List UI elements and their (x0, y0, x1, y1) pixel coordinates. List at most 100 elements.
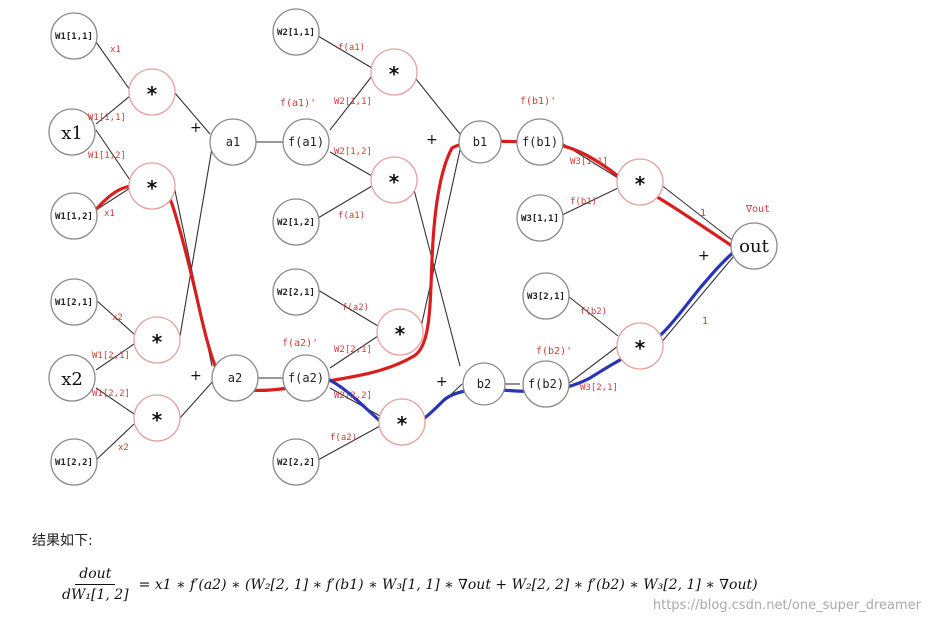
svg-text:*: * (635, 336, 646, 360)
svg-text:a1: a1 (226, 135, 240, 149)
formula-denominator: dW₁[1, 2] (62, 587, 129, 603)
svg-text:x2: x2 (118, 443, 129, 453)
svg-text:W2[1,2]: W2[1,2] (334, 147, 372, 157)
svg-text:f(a1): f(a1) (288, 135, 324, 149)
formula-numerator: dout (75, 566, 116, 585)
node-x2: x2 (48, 354, 96, 402)
node-w2-22: W2[2,2] (272, 438, 320, 486)
svg-text:W2[1,2]: W2[1,2] (277, 218, 315, 228)
node-w2-12: W2[1,2] (272, 198, 320, 246)
svg-text:W3[2,1]: W3[2,1] (527, 292, 565, 302)
graph-edges (95, 35, 735, 461)
svg-text:*: * (389, 170, 400, 194)
svg-text:b2: b2 (477, 377, 491, 391)
node-w1-21: W1[2,1] (50, 278, 98, 326)
svg-text:x2: x2 (61, 369, 83, 390)
svg-text:W2[2,2]: W2[2,2] (277, 458, 315, 468)
svg-text:+: + (698, 248, 710, 264)
red-annotations: x1 W1[1,1] W1[1,2] x1 x2 W1[2,1] W1[2,2]… (88, 43, 770, 453)
svg-text:f(a2): f(a2) (330, 433, 357, 443)
svg-text:*: * (395, 322, 406, 346)
plus-signs: + + + + + (190, 120, 710, 390)
svg-text:a2: a2 (228, 371, 242, 385)
svg-text:f(b2)': f(b2)' (536, 346, 572, 357)
node-w3-11: W3[1,1] (516, 194, 564, 242)
mul-node-3: * (133, 316, 181, 364)
node-x1: x1 (48, 108, 96, 156)
node-f-a1: f(a1) (282, 118, 330, 166)
node-b1: b1 (458, 120, 502, 164)
svg-text:W2[2,1]: W2[2,1] (334, 345, 372, 355)
svg-text:f(b1): f(b1) (522, 135, 558, 149)
svg-text:*: * (147, 82, 158, 106)
computation-graph: W1[1,1] x1 W1[1,2] W1[2,1] x2 W1[2,2] * … (48, 8, 778, 486)
node-b2: b2 (462, 362, 506, 406)
svg-text:x2: x2 (112, 313, 123, 323)
svg-text:W3[1,1]: W3[1,1] (570, 157, 608, 167)
graph-nodes: W1[1,1] x1 W1[1,2] W1[2,1] x2 W1[2,2] * … (48, 8, 778, 486)
node-f-b2: f(b2) (522, 360, 570, 408)
svg-text:*: * (389, 62, 400, 86)
node-f-b1: f(b1) (516, 118, 564, 166)
svg-text:+: + (436, 374, 448, 390)
svg-text:f(a2)': f(a2)' (282, 338, 318, 349)
svg-text:W1[1,1]: W1[1,1] (88, 113, 126, 123)
svg-text:f(a2): f(a2) (288, 371, 324, 385)
source-watermark: https://blog.csdn.net/one_super_dreamer (652, 598, 921, 613)
svg-text:b1: b1 (473, 135, 487, 149)
node-w3-21: W3[2,1] (522, 272, 570, 320)
svg-text:W1[2,2]: W1[2,2] (55, 458, 93, 468)
node-a1: a1 (209, 118, 257, 166)
mul-node-10: * (616, 322, 664, 370)
red-gradient-path (90, 139, 734, 392)
svg-text:f(a2): f(a2) (342, 303, 369, 313)
mul-node-2: * (128, 162, 176, 210)
result-caption: 结果如下: (32, 533, 93, 549)
node-out: out (730, 222, 778, 270)
svg-text:W1[2,1]: W1[2,1] (92, 351, 130, 361)
svg-text:x1: x1 (61, 123, 83, 144)
mul-node-9: * (616, 158, 664, 206)
mul-node-6: * (370, 156, 418, 204)
node-w1-11: W1[1,1] (50, 12, 98, 60)
svg-text:W1[1,2]: W1[1,2] (55, 212, 93, 222)
svg-text:1: 1 (702, 316, 708, 327)
svg-text:f(a1): f(a1) (338, 211, 365, 221)
svg-text:W1[1,1]: W1[1,1] (55, 32, 93, 42)
node-f-a2: f(a2) (282, 354, 330, 402)
svg-text:out: out (739, 236, 769, 257)
mul-node-1: * (128, 68, 176, 116)
svg-text:+: + (426, 132, 438, 148)
svg-text:W1[2,2]: W1[2,2] (92, 389, 130, 399)
svg-text:*: * (635, 172, 646, 196)
svg-text:W1[1,2]: W1[1,2] (88, 151, 126, 161)
svg-text:+: + (190, 368, 202, 384)
svg-text:W2[1,1]: W2[1,1] (277, 28, 315, 38)
mul-node-4: * (133, 394, 181, 442)
node-w1-12: W1[1,2] (50, 192, 98, 240)
svg-text:x1: x1 (110, 45, 121, 55)
svg-text:W3[2,1]: W3[2,1] (580, 383, 618, 393)
svg-text:f(a1)': f(a1)' (280, 98, 316, 109)
svg-text:*: * (397, 412, 408, 436)
mul-node-7: * (376, 308, 424, 356)
formula-fraction: dout dW₁[1, 2] (58, 566, 133, 603)
svg-text:*: * (147, 176, 158, 200)
svg-text:f(b2): f(b2) (580, 307, 607, 317)
svg-text:*: * (152, 408, 163, 432)
svg-text:f(b1)': f(b1)' (520, 96, 556, 107)
svg-text:W3[1,1]: W3[1,1] (521, 214, 559, 224)
svg-text:f(b1): f(b1) (570, 197, 597, 207)
svg-text:W1[2,1]: W1[2,1] (55, 298, 93, 308)
svg-text:f(a1): f(a1) (338, 43, 365, 53)
node-w1-22: W1[2,2] (50, 438, 98, 486)
svg-text:W2[2,1]: W2[2,1] (277, 288, 315, 298)
svg-text:W2[1,1]: W2[1,1] (334, 97, 372, 107)
svg-text:∇out: ∇out (745, 204, 770, 215)
node-w2-11: W2[1,1] (272, 8, 320, 56)
svg-text:1: 1 (700, 208, 706, 219)
node-a2: a2 (211, 354, 259, 402)
gradient-formula: dout dW₁[1, 2] = x1 ∗ f′(a2) ∗ (W₂[2, 1]… (58, 566, 758, 603)
mul-node-5: * (370, 48, 418, 96)
